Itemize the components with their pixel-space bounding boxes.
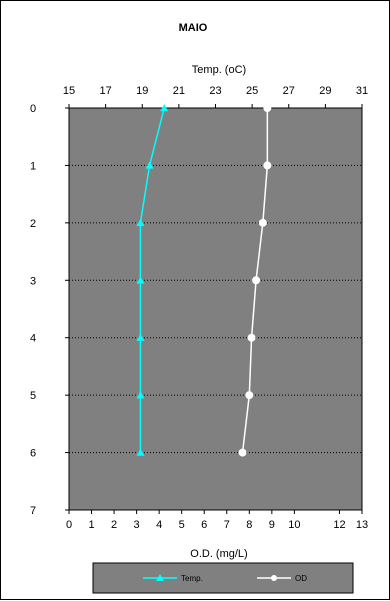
bottom-tick-label: 9 — [269, 519, 275, 531]
od-point — [252, 276, 261, 285]
y-tick-label: 7 — [30, 505, 36, 517]
temp-point — [136, 391, 145, 399]
plot-area — [68, 107, 363, 511]
bottom-tick-label: 0 — [66, 519, 72, 531]
legend-temp-marker — [156, 574, 164, 581]
od-point — [258, 218, 267, 227]
top-tick-label: 31 — [356, 85, 368, 97]
legend-temp-label: Temp. — [181, 574, 203, 583]
top-tick-label: 15 — [63, 85, 75, 97]
od-point — [238, 448, 247, 457]
legend-od-marker — [271, 575, 277, 581]
bottom-tick-label: 2 — [111, 519, 117, 531]
temp-point — [145, 161, 154, 169]
top-tick-label: 17 — [100, 85, 112, 97]
od-point — [263, 161, 272, 170]
top-tick-label: 21 — [173, 85, 185, 97]
bottom-tick-label: 4 — [156, 519, 162, 531]
temp-point — [136, 448, 145, 456]
bottom-tick-label: 1 — [88, 519, 94, 531]
temp-point — [136, 333, 145, 341]
top-tick-label: 27 — [283, 85, 295, 97]
bottom-tick-label: 12 — [333, 519, 345, 531]
bottom-tick-label: 13 — [356, 519, 368, 531]
legend-od-label: OD — [295, 574, 307, 583]
top-tick-label: 25 — [246, 85, 258, 97]
bottom-tick-label: 10 — [288, 519, 300, 531]
top-tick-label: 29 — [319, 85, 331, 97]
series-layer — [136, 104, 272, 457]
y-tick-label: 5 — [30, 390, 36, 402]
top-tick-label: 23 — [209, 85, 221, 97]
bottom-tick-label: 8 — [246, 519, 252, 531]
top-tick-label: 19 — [136, 85, 148, 97]
temp-point — [136, 276, 145, 284]
y-tick-label: 0 — [30, 103, 36, 115]
y-tick-label: 4 — [30, 333, 36, 345]
chart-title: MAIO — [179, 22, 208, 34]
temp-point — [160, 104, 169, 112]
y-tick-label: 2 — [30, 218, 36, 230]
y-tick-label: 3 — [30, 275, 36, 287]
bottom-tick-label: 5 — [179, 519, 185, 531]
bottom-tick-label: 6 — [201, 519, 207, 531]
bottom-axis-label: O.D. (mg/L) — [190, 548, 247, 560]
temp-point — [136, 218, 145, 227]
legend: Temp. OD — [92, 562, 354, 594]
grid-layer — [69, 164, 362, 454]
y-tick-label: 1 — [30, 160, 36, 172]
bottom-tick-label: 3 — [134, 519, 140, 531]
bottom-tick-label: 7 — [224, 519, 230, 531]
y-tick-label: 6 — [30, 448, 36, 460]
od-point — [245, 391, 254, 400]
od-point — [247, 333, 256, 342]
od-point — [263, 104, 272, 112]
top-axis-label: Temp. (oC) — [192, 64, 246, 76]
legend-box — [92, 562, 354, 594]
